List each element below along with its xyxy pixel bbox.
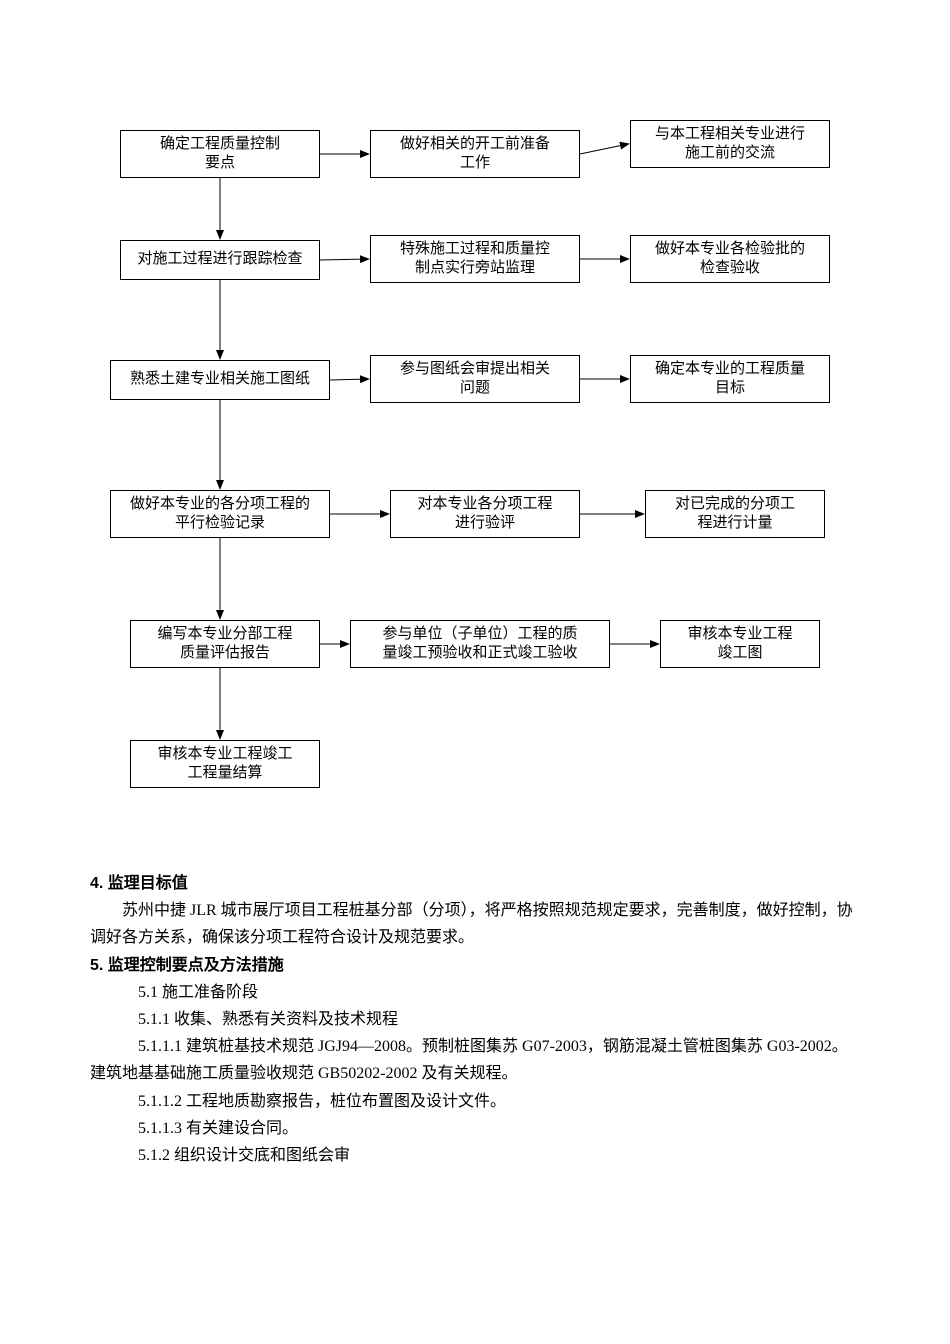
node-r4c: 对已完成的分项工程进行计量 (645, 490, 825, 538)
node-r1a: 确定工程质量控制要点 (120, 130, 320, 178)
node-r2c: 做好本专业各检验批的检查验收 (630, 235, 830, 283)
body-text: 4. 监理目标值 苏州中捷 JLR 城市展厅项目工程桩基分部（分项），将严格按照… (90, 870, 860, 1169)
para-5-1-1-3: 5.1.1.3 有关建设合同。 (90, 1115, 860, 1142)
node-r5b: 参与单位（子单位）工程的质量竣工预验收和正式竣工验收 (350, 620, 610, 668)
node-r4b: 对本专业各分项工程进行验评 (390, 490, 580, 538)
node-r1c: 与本工程相关专业进行施工前的交流 (630, 120, 830, 168)
heading-4: 4. 监理目标值 (90, 870, 860, 897)
para-5-1-2: 5.1.2 组织设计交底和图纸会审 (90, 1142, 860, 1169)
flow-arrows (90, 100, 860, 850)
node-r3c: 确定本专业的工程质量目标 (630, 355, 830, 403)
para-5-1: 5.1 施工准备阶段 (90, 979, 860, 1006)
node-r2a: 对施工过程进行跟踪检查 (120, 240, 320, 280)
heading-5: 5. 监理控制要点及方法措施 (90, 952, 860, 979)
para-5-1-1-2: 5.1.1.2 工程地质勘察报告，桩位布置图及设计文件。 (90, 1088, 860, 1115)
node-r5c: 审核本专业工程竣工图 (660, 620, 820, 668)
node-r6a: 审核本专业工程竣工工程量结算 (130, 740, 320, 788)
para-5-1-1: 5.1.1 收集、熟悉有关资料及技术规程 (90, 1006, 860, 1033)
node-r5a: 编写本专业分部工程质量评估报告 (130, 620, 320, 668)
flowchart: 确定工程质量控制要点 做好相关的开工前准备工作 与本工程相关专业进行施工前的交流… (90, 100, 860, 850)
node-r3b: 参与图纸会审提出相关问题 (370, 355, 580, 403)
para-4: 苏州中捷 JLR 城市展厅项目工程桩基分部（分项），将严格按照规范规定要求，完善… (90, 897, 860, 951)
para-5-1-1-1: 5.1.1.1 建筑桩基技术规范 JGJ94—2008。预制桩图集苏 G07-2… (90, 1033, 860, 1087)
node-r4a: 做好本专业的各分项工程的平行检验记录 (110, 490, 330, 538)
node-r2b: 特殊施工过程和质量控制点实行旁站监理 (370, 235, 580, 283)
node-r1b: 做好相关的开工前准备工作 (370, 130, 580, 178)
node-r3a: 熟悉土建专业相关施工图纸 (110, 360, 330, 400)
